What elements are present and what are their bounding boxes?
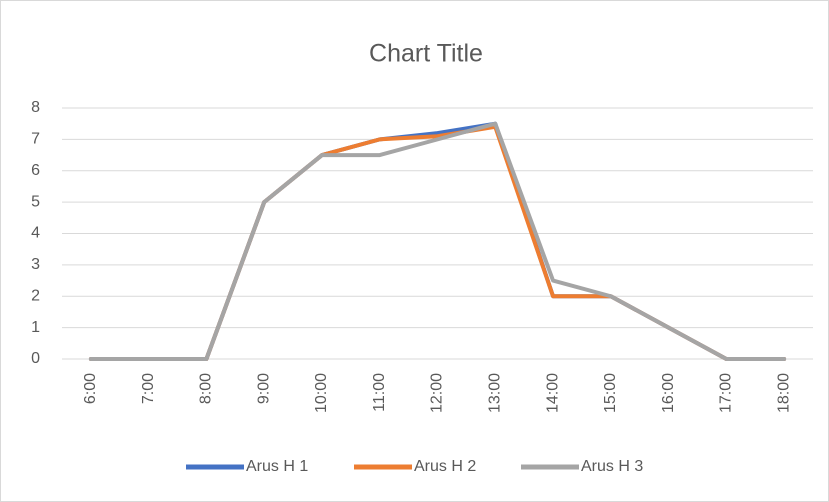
- x-tick-label: 13:00: [486, 373, 503, 413]
- x-tick-label: 11:00: [371, 373, 388, 412]
- y-tick-label: 7: [31, 131, 40, 148]
- y-tick-label: 6: [31, 162, 40, 179]
- x-tick-label: 14:00: [544, 373, 561, 413]
- x-tick-label: 9:00: [255, 373, 272, 404]
- y-tick-label: 3: [31, 256, 40, 273]
- x-tick-label: 12:00: [429, 373, 446, 413]
- y-tick-label: 0: [31, 350, 40, 367]
- x-tick-label: 16:00: [660, 373, 677, 413]
- chart-title: Chart Title: [369, 40, 483, 68]
- x-tick-label: 6:00: [82, 373, 99, 404]
- series-line: [88, 121, 787, 361]
- y-tick-label: 5: [31, 193, 40, 210]
- x-tick-label: 17:00: [718, 373, 735, 413]
- x-tick-label: 10:00: [313, 373, 330, 413]
- x-tick-label: 8:00: [198, 373, 215, 404]
- legend-label: Arus H 2: [414, 458, 476, 475]
- x-tick-label: 18:00: [775, 373, 792, 413]
- y-tick-label: 8: [31, 99, 40, 116]
- y-tick-label: 1: [31, 319, 40, 336]
- y-tick-label: 4: [31, 225, 40, 242]
- legend-label: Arus H 1: [246, 458, 308, 475]
- x-tick-label: 7:00: [140, 373, 157, 404]
- y-tick-label: 2: [31, 287, 40, 304]
- x-tick-label: 15:00: [602, 373, 619, 413]
- legend-label: Arus H 3: [581, 458, 643, 475]
